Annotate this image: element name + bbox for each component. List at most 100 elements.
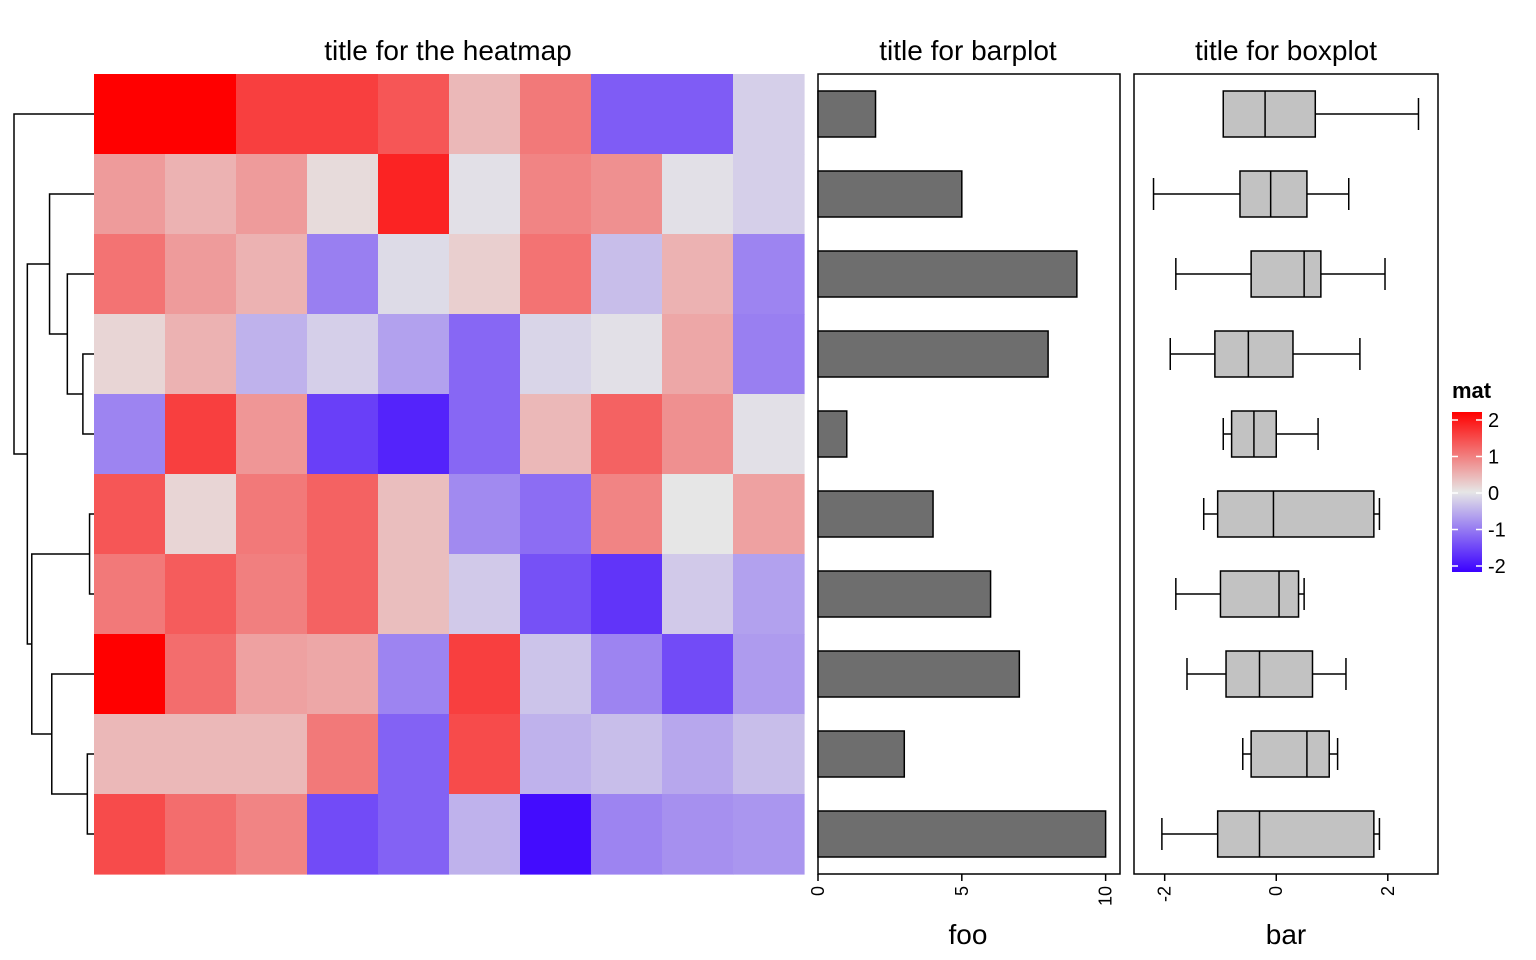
dendrogram-branch [82, 353, 94, 435]
heatmap-cell [733, 234, 805, 315]
heatmap-cell [591, 474, 663, 555]
heatmap-cell [733, 314, 805, 395]
heatmap-cell [662, 714, 734, 795]
heatmap-cell [520, 714, 592, 795]
bar [817, 730, 906, 778]
heatmap-cell [520, 554, 592, 635]
heatmap-cell [236, 554, 308, 635]
heatmap-cell [662, 794, 734, 875]
x-tick-label: 10 [1096, 886, 1116, 906]
x-tick-label: 0 [1266, 886, 1286, 896]
heatmap-cell [520, 634, 592, 715]
heatmap-cell [733, 474, 805, 555]
legend-tick-label: 1 [1488, 447, 1499, 469]
bar [817, 330, 1049, 378]
heatmap-cell [520, 394, 592, 475]
barplot-xlabel: foo [949, 919, 988, 950]
heatmap-cell [662, 314, 734, 395]
bar [817, 810, 1107, 858]
heatmap-title: title for the heatmap [324, 35, 571, 66]
heatmap-cell [733, 794, 805, 875]
bar [817, 650, 1021, 698]
heatmap-cell [449, 474, 521, 555]
dendrogram-branch [51, 673, 94, 795]
row-dendrogram [13, 113, 94, 835]
heatmap-cell [591, 634, 663, 715]
heatmap-cell [449, 394, 521, 475]
heatmap-cell [165, 714, 237, 795]
heatmap-cell [165, 794, 237, 875]
heatmap-cell [165, 634, 237, 715]
heatmap-cell [591, 554, 663, 635]
legend-tick-label: -2 [1488, 556, 1506, 578]
heatmap-body [94, 74, 805, 875]
heatmap-cell [94, 314, 166, 395]
heatmap-cell [662, 394, 734, 475]
heatmap-cell [591, 314, 663, 395]
heatmap-cell [591, 234, 663, 315]
heatmap-cell [733, 394, 805, 475]
heatmap-cell [307, 634, 379, 715]
heatmap-cell [591, 74, 663, 155]
heatmap-cell [165, 314, 237, 395]
heatmap-cell [94, 474, 166, 555]
dendrogram-branch [88, 513, 94, 595]
heatmap-cell [733, 714, 805, 795]
heatmap-cell [94, 634, 166, 715]
heatmap-cell [165, 234, 237, 315]
dendrogram-branch [31, 553, 90, 735]
heatmap-cell [307, 154, 379, 235]
heatmap-cell [662, 554, 734, 635]
heatmap-cell [378, 474, 450, 555]
heatmap-cell [520, 474, 592, 555]
boxplot-body: -2 0 2 [1152, 90, 1420, 902]
legend-colorbar [1452, 412, 1482, 572]
legend-title: mat [1452, 378, 1492, 403]
box [1214, 330, 1294, 378]
heatmap-cell [378, 314, 450, 395]
box [1219, 570, 1300, 618]
box [1225, 650, 1314, 698]
heatmap-cell [733, 634, 805, 715]
heatmap-cell [449, 714, 521, 795]
heatmap-cell [591, 394, 663, 475]
box [1216, 810, 1375, 858]
bar [817, 490, 934, 538]
heatmap-cell [165, 154, 237, 235]
heatmap-cell [307, 314, 379, 395]
dendrogram-branch [48, 193, 94, 335]
heatmap-cell [449, 634, 521, 715]
box [1222, 90, 1317, 138]
heatmap-cell [307, 234, 379, 315]
heatmap-cell [94, 714, 166, 795]
heatmap-cell [520, 314, 592, 395]
color-legend: mat 2 1 0 -1 -2 [1452, 378, 1506, 578]
dendrogram-branch [13, 113, 94, 455]
dendrogram-branch [66, 273, 94, 395]
boxplot-xlabel: bar [1266, 919, 1306, 950]
bar [817, 170, 963, 218]
heatmap-cell [662, 634, 734, 715]
box [1250, 250, 1322, 298]
heatmap-cell [591, 714, 663, 795]
heatmap-cell [165, 394, 237, 475]
heatmap-cell [236, 314, 308, 395]
heatmap-cell [94, 234, 166, 315]
dendrogram-branch [86, 753, 94, 835]
legend-tick-label: -1 [1488, 520, 1506, 542]
heatmap-cell [378, 234, 450, 315]
heatmap-cell [94, 554, 166, 635]
box [1250, 730, 1330, 778]
heatmap-cell [307, 74, 379, 155]
heatmap-cell [662, 234, 734, 315]
heatmap-cell [520, 154, 592, 235]
heatmap-cell [94, 74, 166, 155]
legend-tick-label: 0 [1488, 483, 1499, 505]
bar [817, 90, 877, 138]
heatmap-cell [236, 714, 308, 795]
legend-tick-label: 2 [1488, 410, 1499, 432]
x-tick-label: 0 [808, 886, 828, 896]
heatmap-cell [307, 554, 379, 635]
heatmap-cell [236, 234, 308, 315]
bar [817, 250, 1078, 298]
